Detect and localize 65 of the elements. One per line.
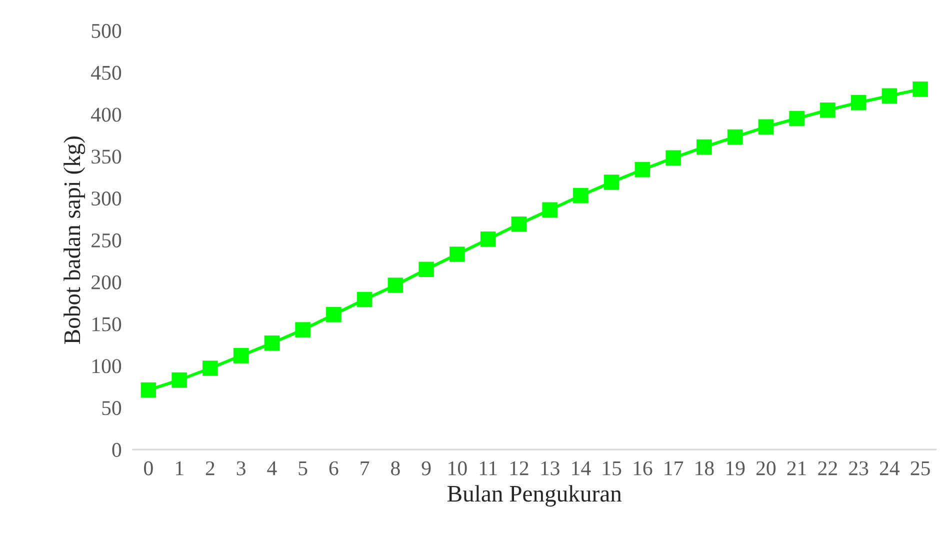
point (542, 202, 558, 218)
x-tick-label: 25 (910, 461, 930, 476)
y-tick-label: 300 (92, 192, 122, 206)
x-tick-label: 19 (726, 461, 745, 476)
y-tick-label: 250 (92, 233, 122, 248)
x-tick-label: 15 (602, 461, 622, 476)
y-tick-label: 400 (91, 108, 122, 122)
point (789, 110, 804, 126)
x-tick-label: 6 (329, 461, 338, 476)
x-tick-label: 10 (448, 461, 467, 476)
x-axis-title: Bulan Pengukuran (448, 485, 622, 507)
y-tick-label: 500 (92, 24, 122, 38)
point (233, 348, 249, 364)
point (820, 102, 836, 118)
point (696, 139, 712, 155)
y-axis-title: Bobot badan sapi (kg) (64, 136, 86, 344)
y-tick-label: 50 (102, 401, 122, 416)
x-tick-label: 0 (144, 461, 153, 476)
point (758, 119, 774, 135)
point (850, 94, 866, 110)
x-tick-label: 7 (360, 461, 370, 476)
point (264, 335, 280, 351)
point (604, 174, 620, 190)
y-tick-label: 350 (92, 150, 122, 164)
y-tick-label: 0 (112, 442, 122, 457)
point (326, 306, 342, 322)
x-tick-label: 20 (756, 461, 776, 476)
x-tick-label: 18 (696, 461, 714, 476)
x-tick-label: 14 (572, 461, 591, 476)
x-tick-label: 9 (422, 461, 431, 476)
x-tick-label: 4 (267, 461, 277, 476)
point (912, 82, 928, 97)
point (480, 232, 496, 247)
x-tick-label: 8 (391, 461, 400, 476)
point (418, 262, 434, 278)
point (511, 216, 527, 232)
y-tick-label: 100 (92, 359, 122, 374)
point (388, 278, 404, 293)
x-tick-label: 12 (510, 461, 528, 476)
point (356, 292, 372, 308)
x-tick-label: 11 (480, 461, 497, 476)
y-tick-label: 150 (92, 317, 122, 332)
x-tick-label: 5 (298, 461, 308, 476)
point (666, 150, 681, 166)
x-tick-label: 13 (541, 461, 560, 476)
x-tick-label: 16 (634, 461, 652, 476)
x-tick-label: 22 (818, 461, 837, 476)
x-tick-label: 17 (664, 461, 684, 476)
point (573, 188, 588, 204)
x-tick-label: 2 (206, 461, 214, 476)
x-tick-label: 24 (880, 461, 900, 476)
point (172, 372, 187, 388)
point (450, 246, 465, 262)
y-tick-label: 450 (91, 66, 122, 80)
x-tick-label: 23 (849, 461, 868, 476)
x-tick-label: 3 (236, 461, 246, 476)
point (727, 129, 743, 145)
x-tick-label: 21 (787, 461, 806, 476)
point (882, 88, 898, 104)
x-tick-label: 1 (176, 461, 184, 476)
point (634, 162, 650, 178)
point (202, 360, 218, 376)
point (295, 322, 310, 338)
point (140, 382, 156, 398)
y-tick-label: 200 (92, 275, 122, 290)
